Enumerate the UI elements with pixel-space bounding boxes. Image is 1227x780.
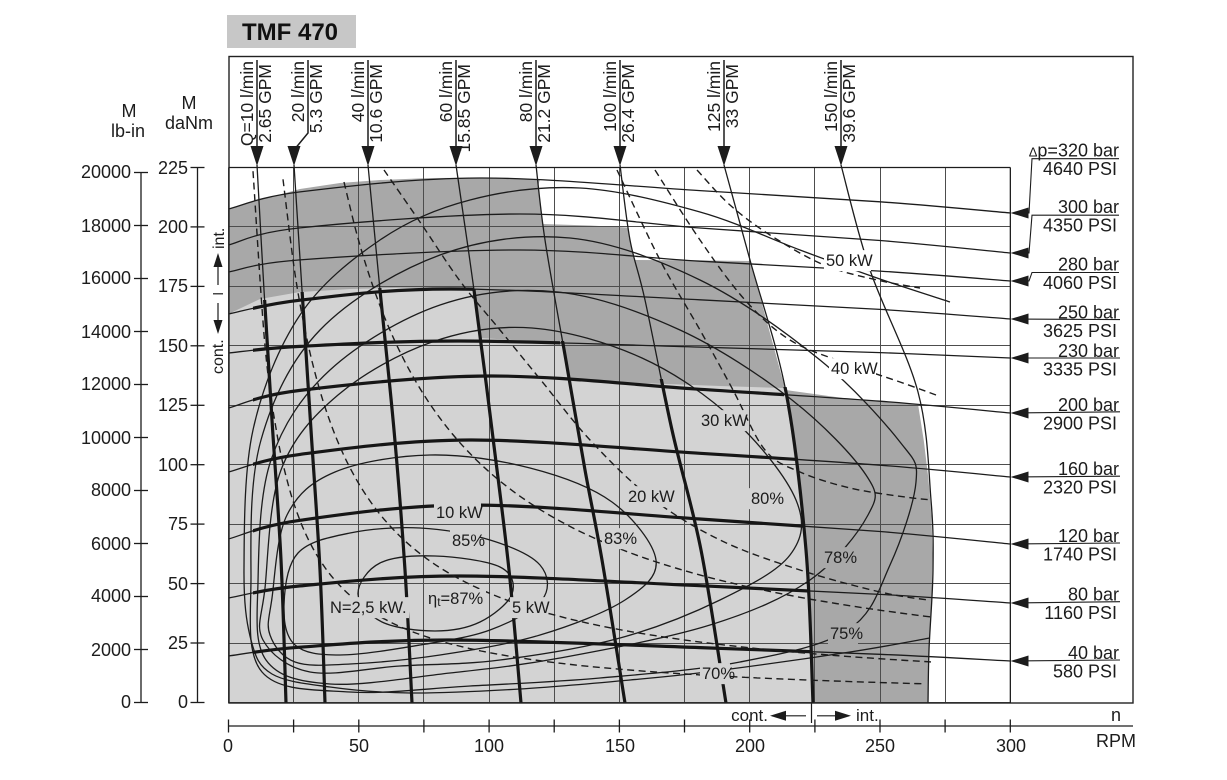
svg-text:10000: 10000 — [81, 428, 131, 448]
svg-text:N=2,5 kW.: N=2,5 kW. — [330, 599, 407, 617]
svg-text:33 GPM: 33 GPM — [722, 64, 742, 128]
svg-text:15.85 GPM: 15.85 GPM — [454, 64, 474, 153]
svg-text:300: 300 — [996, 736, 1026, 756]
svg-text:20000: 20000 — [81, 162, 131, 182]
svg-text:120 bar: 120 bar — [1058, 526, 1119, 546]
svg-text:150 l/min: 150 l/min — [821, 61, 841, 132]
svg-text:cont.: cont. — [210, 339, 227, 374]
svg-text:100: 100 — [474, 736, 504, 756]
svg-text:125: 125 — [158, 395, 188, 415]
svg-text:4640 PSI: 4640 PSI — [1043, 159, 1117, 179]
svg-text:int.: int. — [211, 228, 228, 249]
svg-text:2320 PSI: 2320 PSI — [1043, 478, 1117, 498]
svg-text:4350 PSI: 4350 PSI — [1043, 216, 1117, 236]
svg-text:2.65 GPM: 2.65 GPM — [255, 64, 275, 143]
svg-text:Q=10 l/min: Q=10 l/min — [237, 61, 257, 146]
svg-text:3335 PSI: 3335 PSI — [1043, 360, 1117, 380]
svg-text:M: M — [182, 93, 197, 113]
svg-text:8000: 8000 — [91, 480, 131, 500]
svg-text:12000: 12000 — [81, 374, 131, 394]
svg-text:50: 50 — [349, 736, 369, 756]
svg-text:1160 PSI: 1160 PSI — [1044, 603, 1117, 623]
svg-text:80 l/min: 80 l/min — [516, 61, 536, 122]
svg-text:50 kW: 50 kW — [826, 252, 873, 270]
svg-text:125 l/min: 125 l/min — [704, 61, 724, 132]
svg-text:150: 150 — [605, 736, 635, 756]
svg-text:RPM: RPM — [1096, 731, 1136, 751]
svg-text:85%: 85% — [452, 532, 485, 550]
svg-text:int.: int. — [856, 706, 879, 725]
svg-text:200 bar: 200 bar — [1058, 395, 1119, 415]
svg-text:40 kW: 40 kW — [831, 360, 878, 378]
svg-text:M: M — [122, 101, 137, 121]
svg-text:250: 250 — [865, 736, 895, 756]
svg-text:21.2 GPM: 21.2 GPM — [534, 64, 554, 143]
svg-text:70%: 70% — [702, 665, 735, 683]
svg-text:0: 0 — [121, 692, 131, 712]
svg-text:14000: 14000 — [81, 322, 131, 342]
svg-text:cont.: cont. — [731, 706, 768, 725]
svg-text:200: 200 — [735, 736, 765, 756]
svg-text:26.4 GPM: 26.4 GPM — [618, 64, 638, 143]
svg-text:2900 PSI: 2900 PSI — [1043, 413, 1117, 433]
svg-text:2000: 2000 — [91, 640, 131, 660]
svg-text:3625 PSI: 3625 PSI — [1043, 321, 1117, 341]
svg-text:0: 0 — [178, 692, 188, 712]
svg-text:150: 150 — [158, 336, 188, 356]
svg-text:lb-in: lb-in — [111, 121, 145, 141]
svg-text:0: 0 — [223, 736, 233, 756]
svg-text:225: 225 — [158, 158, 188, 178]
svg-text:160 bar: 160 bar — [1058, 459, 1119, 479]
svg-text:6000: 6000 — [91, 534, 131, 554]
svg-text:300 bar: 300 bar — [1058, 197, 1119, 217]
svg-text:175: 175 — [158, 276, 188, 296]
svg-text:18000: 18000 — [81, 216, 131, 236]
svg-text:75: 75 — [168, 514, 188, 534]
svg-text:5 kW: 5 kW — [512, 599, 550, 617]
svg-text:250 bar: 250 bar — [1058, 303, 1119, 323]
svg-text:40 bar: 40 bar — [1068, 643, 1119, 663]
svg-text:daNm: daNm — [165, 113, 213, 133]
svg-text:83%: 83% — [604, 530, 637, 548]
svg-text:TMF 470: TMF 470 — [242, 19, 338, 46]
svg-text:16000: 16000 — [81, 268, 131, 288]
svg-text:25: 25 — [168, 633, 188, 653]
svg-text:4060 PSI: 4060 PSI — [1043, 273, 1117, 293]
svg-text:10.6 GPM: 10.6 GPM — [366, 64, 386, 143]
svg-text:10 kW: 10 kW — [436, 504, 483, 522]
svg-text:200: 200 — [158, 217, 188, 237]
svg-text:230 bar: 230 bar — [1058, 341, 1119, 361]
svg-text:40 l/min: 40 l/min — [348, 61, 368, 122]
svg-text:30 kW: 30 kW — [701, 412, 748, 430]
svg-text:4000: 4000 — [91, 586, 131, 606]
svg-text:580 PSI: 580 PSI — [1053, 662, 1117, 682]
svg-text:20 kW: 20 kW — [628, 488, 675, 506]
svg-text:75%: 75% — [830, 625, 863, 643]
svg-text:50: 50 — [168, 574, 188, 594]
svg-text:78%: 78% — [824, 549, 857, 567]
svg-text:5.3 GPM: 5.3 GPM — [306, 64, 326, 133]
svg-text:80%: 80% — [751, 490, 784, 508]
svg-text:100: 100 — [158, 455, 188, 475]
svg-text:20 l/min: 20 l/min — [288, 61, 308, 122]
svg-text:280 bar: 280 bar — [1058, 255, 1119, 275]
svg-text:n: n — [1111, 705, 1121, 725]
svg-text:1740 PSI: 1740 PSI — [1043, 545, 1117, 565]
svg-text:Δp=320 bar: Δp=320 bar — [1029, 141, 1119, 161]
svg-text:100 l/min: 100 l/min — [600, 61, 620, 132]
svg-text:ηt=87%: ηt=87% — [428, 590, 484, 609]
svg-text:80 bar: 80 bar — [1068, 585, 1119, 605]
svg-text:39.6 GPM: 39.6 GPM — [839, 64, 859, 143]
svg-text:60 l/min: 60 l/min — [436, 61, 456, 122]
